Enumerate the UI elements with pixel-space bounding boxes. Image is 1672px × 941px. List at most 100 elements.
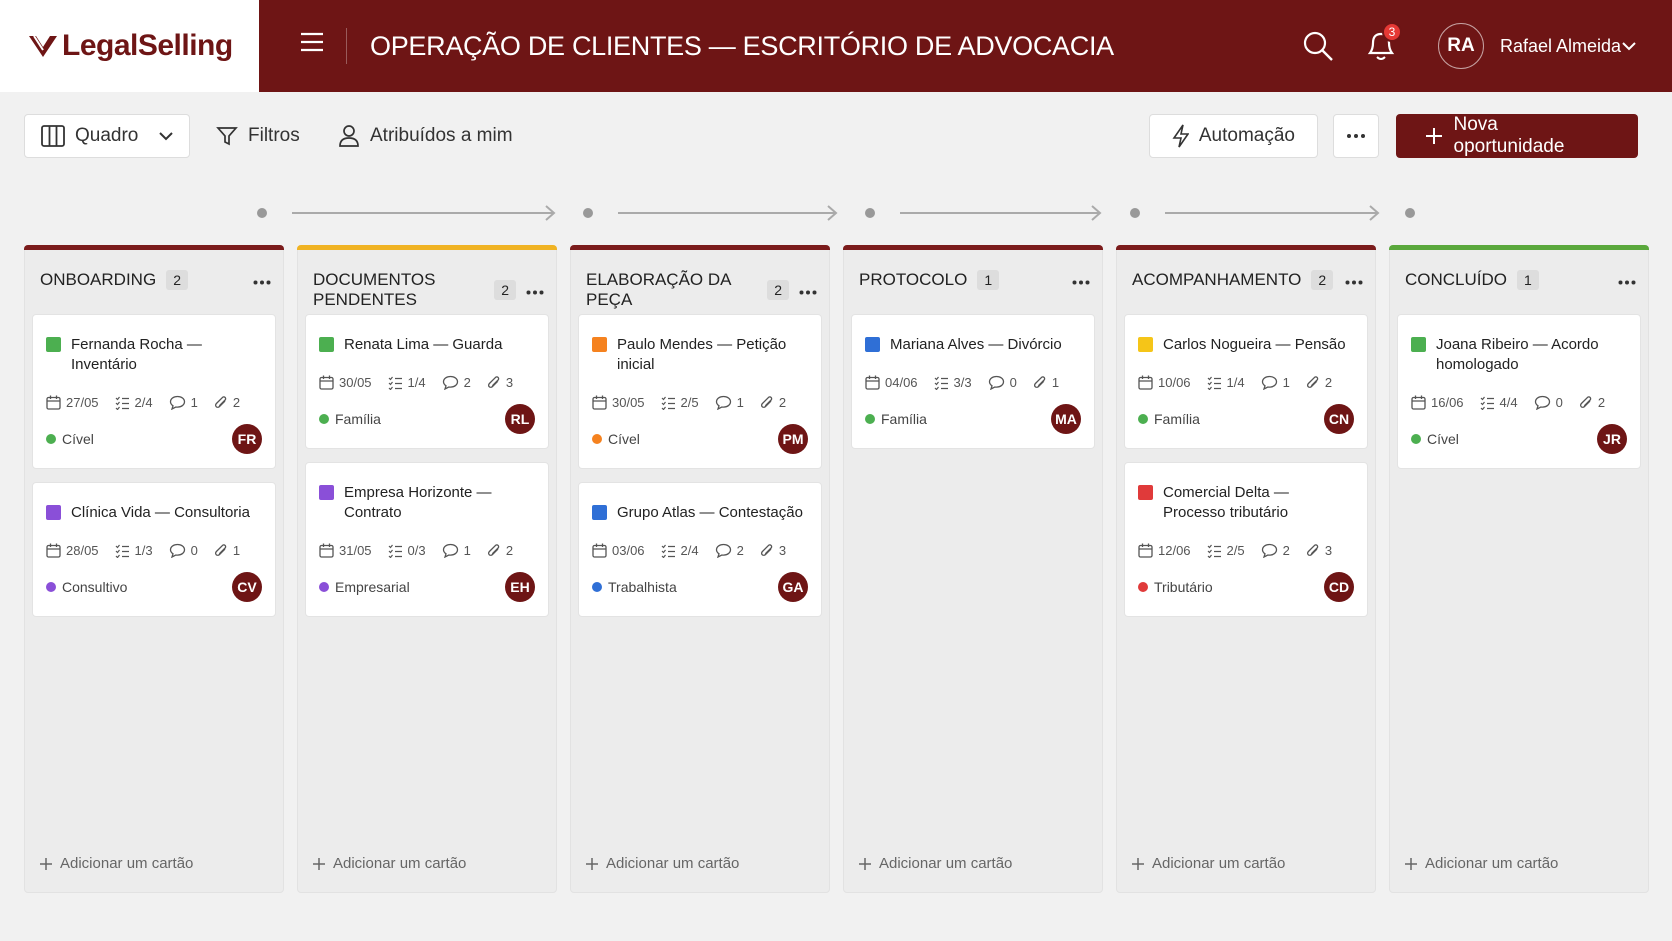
column-count: 2 <box>767 280 789 300</box>
user-name[interactable]: Rafael Almeida <box>1500 36 1622 56</box>
card-footer: Trabalhista GA <box>592 572 808 602</box>
add-card[interactable]: Adicionar um cartão <box>1132 855 1285 872</box>
plus-icon <box>586 857 598 870</box>
comments-item: 1 <box>442 543 471 558</box>
card-meta: 10/06 1/4 1 2 <box>1138 375 1354 390</box>
view-selector[interactable]: Quadro <box>24 114 190 158</box>
comments: 2 <box>1282 543 1290 558</box>
card[interactable]: Clínica Vida — Consultoria 28/05 1/3 0 1 Cons… <box>32 482 276 617</box>
column: ELABORAÇÃO DA PEÇA 2 Paulo Mendes — Petiçã… <box>570 245 830 893</box>
checklist: 1/4 <box>1226 375 1245 390</box>
card-footer: Família CN <box>1138 404 1354 434</box>
column-menu[interactable] <box>1618 270 1636 290</box>
column-accent <box>1116 245 1376 250</box>
assignee-avatar: CV <box>232 572 262 602</box>
card[interactable]: Grupo Atlas — Contestação 03/06 2/4 2 3 Traba… <box>578 482 822 617</box>
due-date-item: 04/06 <box>865 375 918 390</box>
tag: Tributário <box>1154 579 1213 595</box>
column: ONBOARDING 2 Fernanda Rocha — Inventário 27… <box>24 245 284 893</box>
checklist-icon <box>115 396 129 410</box>
card-title-row: Carlos Nogueira — Pensão <box>1138 335 1354 355</box>
checklist: 4/4 <box>1499 395 1518 410</box>
card-title-row: Clínica Vida — Consultoria <box>46 503 262 523</box>
tag-dot <box>319 582 329 592</box>
due-date-item: 16/06 <box>1411 395 1464 410</box>
add-card[interactable]: Adicionar um cartão <box>586 855 739 872</box>
card-title-row: Empresa Horizonte — Contrato <box>319 483 535 523</box>
card-title: Fernanda Rocha — Inventário <box>71 336 202 373</box>
checklist-item: 1/4 <box>1207 375 1245 390</box>
view-label: Quadro <box>75 125 139 146</box>
assigned-button[interactable]: Atribuídos a mim <box>338 114 513 158</box>
card[interactable]: Joana Ribeiro — Acordo homologado 16/06 4/… <box>1397 314 1641 469</box>
card-meta: 28/05 1/3 0 1 <box>46 543 262 558</box>
filters-label: Filtros <box>248 125 300 146</box>
assignee-avatar: RL <box>505 404 535 434</box>
tag: Consultivo <box>62 579 128 595</box>
card[interactable]: Renata Lima — Guarda 30/05 1/4 2 3 Família RL <box>305 314 549 449</box>
filters-button[interactable]: Filtros <box>216 114 300 158</box>
add-card[interactable]: Adicionar um cartão <box>40 855 193 872</box>
card[interactable]: Paulo Mendes — Petição inicial 30/05 2/5 1 2… <box>578 314 822 469</box>
add-card[interactable]: Adicionar um cartão <box>313 855 466 872</box>
checklist: 2/5 <box>680 395 699 410</box>
checklist: 3/3 <box>953 375 972 390</box>
add-card[interactable]: Adicionar um cartão <box>1405 855 1558 872</box>
attachments-item: 3 <box>487 375 513 390</box>
due-date: 31/05 <box>339 543 372 558</box>
checklist-item: 1/3 <box>115 543 153 558</box>
column-count: 2 <box>1311 270 1334 290</box>
more-icon <box>526 290 544 295</box>
card-title-row: Fernanda Rocha — Inventário <box>46 335 262 375</box>
assignee-avatar: CD <box>1324 572 1354 602</box>
attachments: 2 <box>1597 395 1606 410</box>
more-icon <box>253 280 271 285</box>
card-footer: Cível JR <box>1411 424 1627 454</box>
calendar-icon <box>46 543 61 558</box>
column-menu[interactable] <box>253 270 271 290</box>
calendar-icon <box>1138 543 1153 558</box>
user-avatar[interactable]: RA <box>1438 23 1484 69</box>
card[interactable]: Fernanda Rocha — Inventário 27/05 2/4 1 2 Cív… <box>32 314 276 469</box>
card[interactable]: Empresa Horizonte — Contrato 31/05 0/3 1 2 Em… <box>305 462 549 617</box>
column-menu[interactable] <box>799 280 817 300</box>
column-menu[interactable] <box>526 280 544 300</box>
header: LegalSelling OPERAÇÃO DE CLIENTES — ESCR… <box>0 0 1672 92</box>
due-date: 28/05 <box>66 543 99 558</box>
calendar-icon <box>865 375 880 390</box>
comments-item: 2 <box>442 375 471 390</box>
automation-button[interactable]: Automação <box>1149 114 1318 158</box>
column-menu[interactable] <box>1072 270 1090 290</box>
logo[interactable]: LegalSelling <box>0 0 259 92</box>
card[interactable]: Mariana Alves — Divórcio 04/06 3/3 0 1 Famíli… <box>851 314 1095 449</box>
checklist-icon <box>115 544 129 558</box>
attachments-item: 2 <box>1306 375 1332 390</box>
comments: 2 <box>463 375 471 390</box>
card[interactable]: Carlos Nogueira — Pensão 10/06 1/4 1 2 Famíli… <box>1124 314 1368 449</box>
tag: Família <box>881 411 927 427</box>
attachments-item: 2 <box>487 543 513 558</box>
bell-icon[interactable] <box>1366 28 1396 62</box>
bolt-icon <box>1172 124 1189 148</box>
separator <box>346 28 347 64</box>
card-color <box>592 505 607 520</box>
menu-icon[interactable] <box>300 32 324 52</box>
comment-icon <box>169 395 185 410</box>
due-date: 12/06 <box>1158 543 1191 558</box>
more-button[interactable] <box>1333 114 1379 158</box>
new-opportunity-button[interactable]: Nova oportunidade <box>1396 114 1638 158</box>
card-title: Paulo Mendes — Petição inicial <box>617 336 787 373</box>
comments-item: 0 <box>988 375 1017 390</box>
comments: 0 <box>1009 375 1017 390</box>
card-color <box>1138 337 1153 352</box>
search-icon[interactable] <box>1302 30 1334 62</box>
column-menu[interactable] <box>1345 270 1363 290</box>
add-card[interactable]: Adicionar um cartão <box>859 855 1012 872</box>
card-list: Fernanda Rocha — Inventário 27/05 2/4 1 2 Cív… <box>32 314 276 617</box>
add-card-label: Adicionar um cartão <box>333 855 467 872</box>
card[interactable]: Comercial Delta — Processo tributário 12/… <box>1124 462 1368 617</box>
chevron[interactable] <box>1622 41 1636 51</box>
due-date-item: 31/05 <box>319 543 372 558</box>
checklist: 2/4 <box>134 395 153 410</box>
